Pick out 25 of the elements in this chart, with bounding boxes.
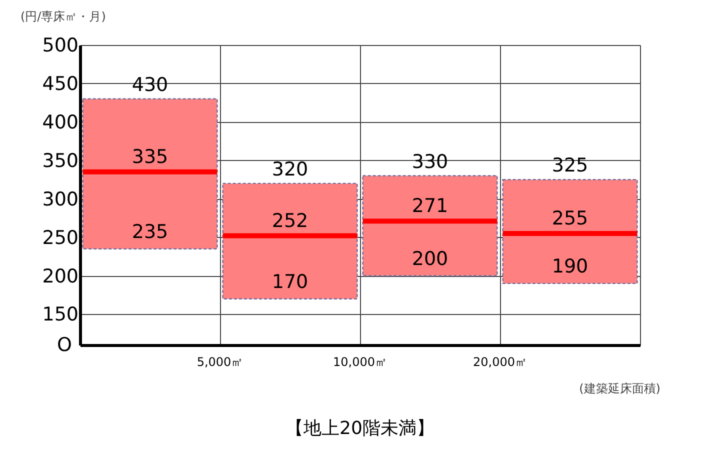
annotation: 271	[412, 195, 448, 218]
y-tick-label: 200	[42, 265, 78, 288]
text: O	[57, 334, 72, 356]
y-tick-label: 150	[42, 304, 78, 326]
annotation: 190	[552, 255, 588, 278]
text: 20,000㎡	[473, 355, 527, 369]
annotation: 235	[132, 220, 168, 243]
y-tick-label: 500	[42, 34, 78, 56]
y-tick-label: 300	[42, 188, 78, 210]
y-tick-label: 400	[42, 111, 78, 134]
annotation: 335	[132, 146, 168, 168]
annotation: 200	[412, 248, 448, 270]
y-tick-label: 250	[42, 226, 78, 249]
annotation: 252	[272, 210, 308, 232]
annotation: 170	[272, 270, 308, 293]
x-axis-title: (建築延床面積)	[579, 382, 660, 396]
annotation: 320	[272, 158, 308, 180]
y-tick-label: 350	[42, 150, 78, 172]
text: 【地上20階未満】	[286, 418, 434, 439]
text: 5,000㎡	[196, 355, 244, 369]
annotation: 255	[552, 207, 588, 230]
y-axis-title: (円/専床㎡・月)	[20, 10, 106, 24]
annotation: 325	[552, 154, 588, 177]
y-tick-label: 450	[42, 72, 78, 95]
text: 10,000㎡	[333, 355, 387, 369]
